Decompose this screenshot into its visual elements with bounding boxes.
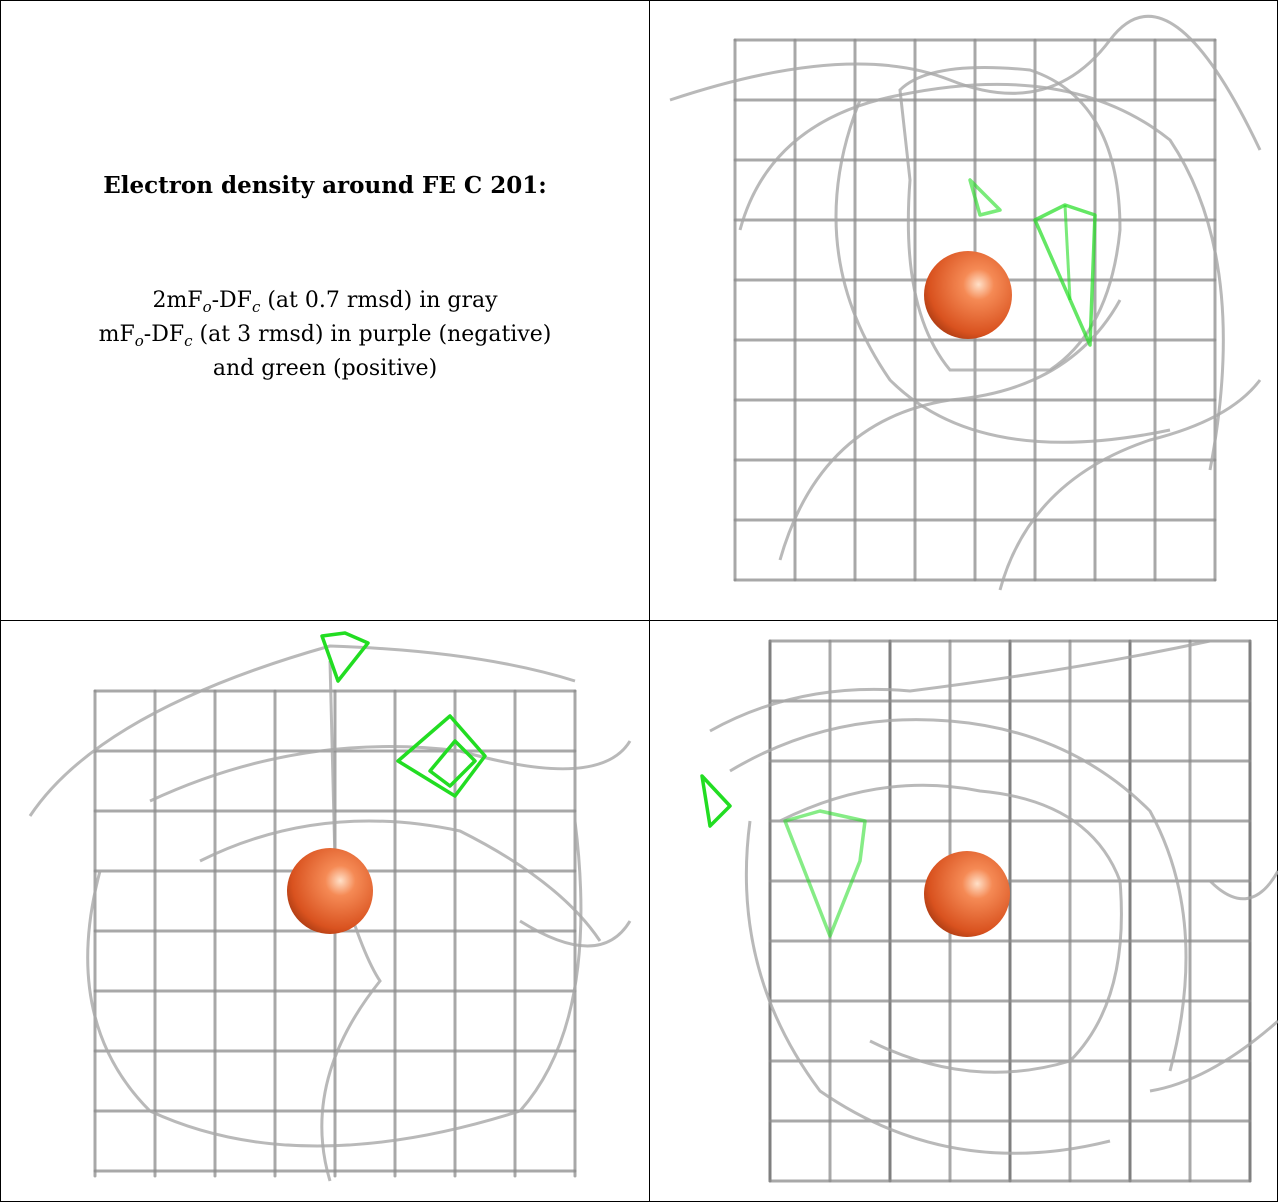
- legend-text: 2mF: [152, 288, 203, 313]
- density-view-top-right: [650, 0, 1278, 620]
- mesh-contour: [998, 379, 1262, 591]
- legend-line-gray: 2mFo-DFc (at 0.7 rmsd) in gray: [0, 288, 650, 316]
- positive-density-mesh: [700, 774, 732, 828]
- legend-text: (at 0.7 rmsd) in gray: [260, 288, 498, 313]
- density-mesh-view: [669, 14, 1262, 591]
- legend-subscript: o: [134, 332, 144, 350]
- legend-subscript: c: [184, 332, 193, 350]
- density-mesh-view: [28, 631, 632, 1182]
- density-view-bottom-left: [0, 621, 649, 1202]
- mesh-contour: [744, 820, 1111, 1155]
- mesh-contour: [738, 82, 1225, 471]
- mesh-contour: [778, 299, 1122, 561]
- positive-density-mesh: [396, 714, 487, 798]
- legend-text: (at 3 rmsd) in purple (negative): [192, 322, 552, 347]
- legend-text: -DF: [143, 322, 185, 347]
- legend-line-difference: mFo-DFc (at 3 rmsd) in purple (negative): [0, 322, 650, 350]
- mesh-contour: [199, 819, 602, 942]
- positive-density-mesh: [428, 739, 477, 788]
- legend-line-positive: and green (positive): [212, 356, 438, 381]
- mesh-contour: [1208, 870, 1278, 901]
- mesh-contour: [519, 919, 632, 948]
- legend-caption: Electron density around FE C 201: 2mFo-D…: [0, 0, 650, 620]
- positive-density-mesh: [320, 631, 370, 683]
- mesh-contour: [28, 644, 576, 817]
- density-mesh-view: [700, 639, 1278, 1183]
- mesh-contour: [86, 820, 583, 1148]
- mesh-contour: [779, 783, 1123, 1074]
- mesh-contour: [149, 740, 632, 803]
- fe-atom-sphere: [287, 848, 373, 934]
- caption-title: Electron density around FE C 201:: [103, 172, 547, 199]
- positive-density-mesh: [783, 809, 867, 938]
- mesh-contour: [834, 99, 1171, 444]
- mesh-contour: [709, 639, 1211, 733]
- mesh-contour: [729, 718, 1188, 1072]
- fe-atom-sphere: [924, 851, 1010, 937]
- positive-density-mesh: [1063, 204, 1072, 301]
- mesh-contour: [898, 66, 1122, 372]
- density-view-bottom-right: [650, 621, 1278, 1202]
- legend-text: -DF: [211, 288, 252, 313]
- positive-density-mesh: [968, 178, 1002, 217]
- mesh-contour: [669, 14, 1262, 151]
- legend-subscript: o: [202, 298, 212, 316]
- fe-atom-sphere: [924, 251, 1012, 339]
- legend-text: mF: [98, 322, 135, 347]
- legend-subscript: c: [251, 298, 261, 316]
- positive-density-mesh: [1033, 203, 1097, 347]
- mesh-contour: [1149, 1019, 1278, 1093]
